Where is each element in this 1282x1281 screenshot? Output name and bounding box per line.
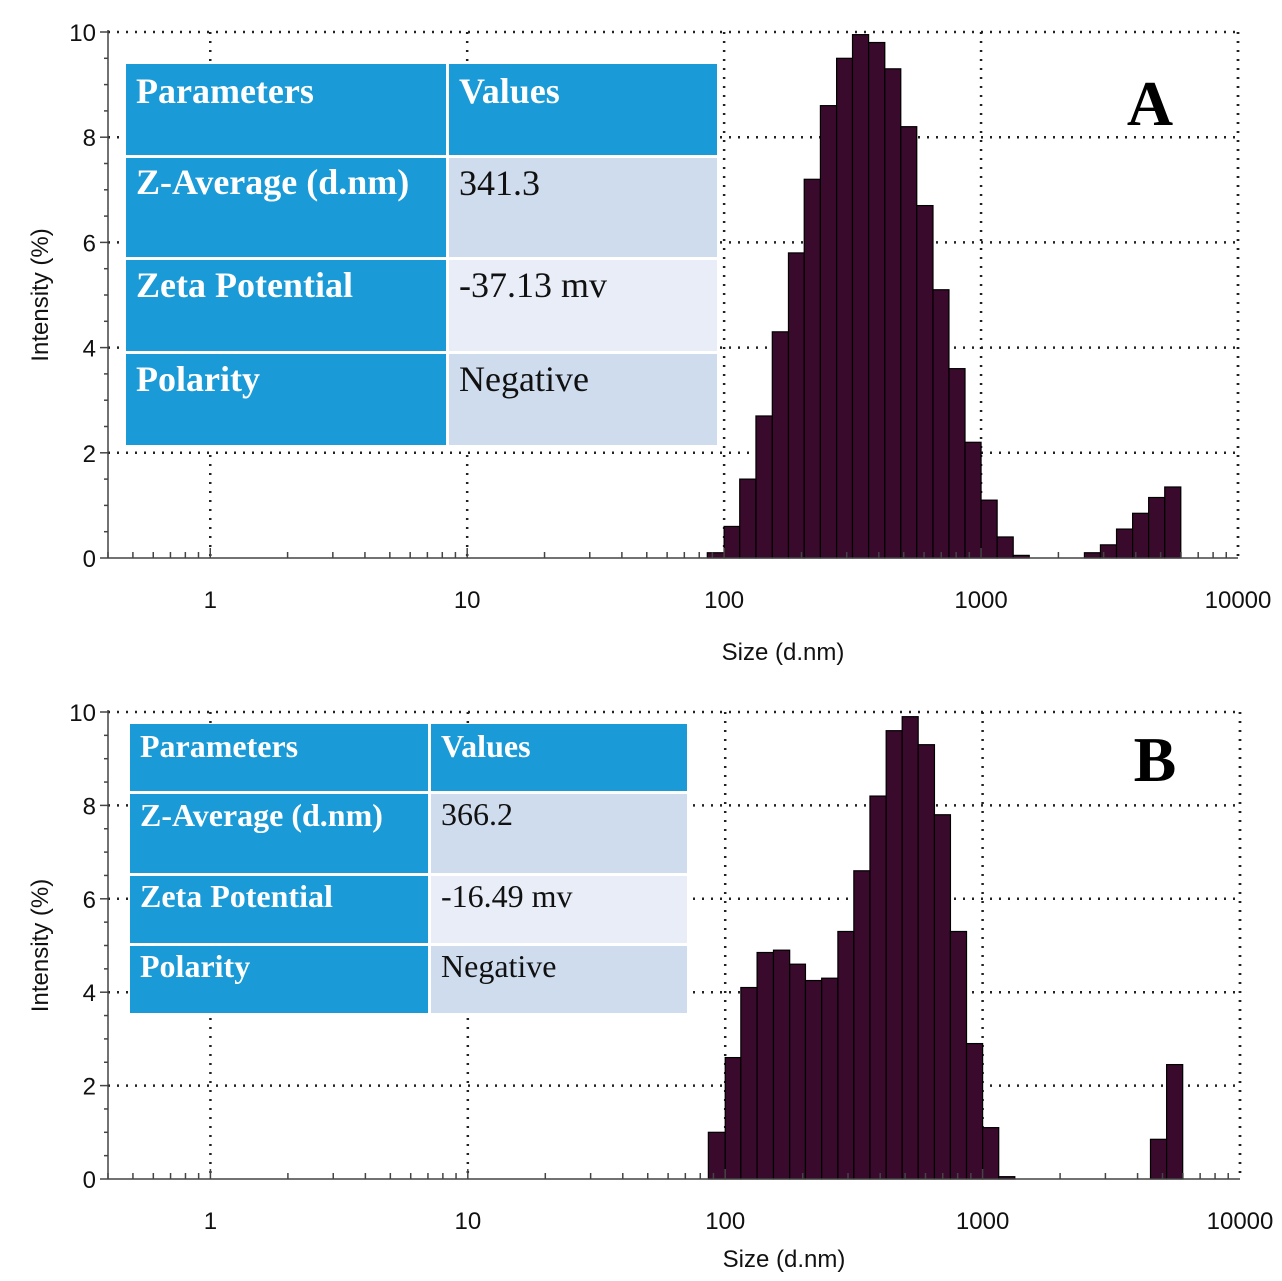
x-tick-label: 100	[704, 587, 744, 614]
histogram-bar	[1149, 1138, 1168, 1180]
table-label-z-average: Z-Average (d.nm)	[126, 158, 449, 260]
histogram-bar	[996, 536, 1014, 559]
table-header-parameters: Parameters	[130, 724, 431, 794]
panel-label: A	[1127, 68, 1173, 139]
parameters-table-b: Parameters Values Z-Average (d.nm) 366.2…	[130, 724, 690, 1016]
histogram-bar	[900, 126, 918, 559]
histogram-bar	[787, 252, 805, 559]
histogram-bar	[948, 368, 966, 559]
table-value-z-average: 366.2	[431, 794, 690, 876]
x-tick-label: 10000	[1205, 587, 1272, 614]
histogram-bar	[771, 331, 790, 559]
histogram-bar	[837, 930, 855, 1180]
y-tick-label: 2	[83, 441, 96, 468]
table-header-parameters: Parameters	[126, 64, 449, 158]
table-label-zeta-potential: Zeta Potential	[130, 876, 431, 946]
histogram-bar	[964, 441, 982, 559]
y-axis-label: Intensity (%)	[27, 879, 54, 1012]
histogram-bar	[835, 57, 854, 559]
x-tick-label: 10	[454, 587, 481, 614]
table-header-values: Values	[449, 64, 720, 158]
chart-b-svg: 1 10 100 1000 10000 0 2 4 6 8 10 Size (d.nm) Intensi…	[27, 700, 1274, 1273]
histogram-bar	[917, 744, 936, 1180]
y-axis-label: Intensity (%)	[27, 228, 54, 361]
table-value-polarity: Negative	[431, 946, 690, 1016]
table-value-zeta-potential: -16.49 mv	[431, 876, 690, 946]
histogram-bar	[707, 1131, 726, 1180]
histogram-bar	[1164, 486, 1182, 559]
y-tick-label: 10	[69, 700, 96, 727]
histogram-bar	[867, 41, 886, 559]
histogram-bar	[724, 1056, 742, 1180]
histogram-bar	[804, 979, 823, 1180]
y-tick-label: 6	[83, 887, 96, 914]
histogram-bar	[965, 1042, 984, 1180]
histogram-bar	[740, 986, 758, 1180]
histogram-bar	[933, 814, 952, 1180]
y-tick-label: 2	[83, 1074, 96, 1101]
y-tick-label: 0	[83, 546, 96, 573]
x-tick-label: 1000	[956, 1208, 1009, 1235]
chart-panel-b: 1 10 100 1000 10000 0 2 4 6 8 10 Size (d.nm) Intensi…	[0, 640, 1282, 1281]
histogram-bar	[982, 1127, 1000, 1180]
histogram-bar	[932, 289, 950, 559]
histogram-bar	[772, 949, 791, 1180]
x-axis-label: Size (d.nm)	[723, 1246, 846, 1273]
y-tick-label: 10	[69, 20, 96, 47]
table-label-z-average: Z-Average (d.nm)	[130, 794, 431, 876]
table-label-zeta-potential: Zeta Potential	[126, 260, 449, 354]
x-tick-label: 10	[454, 1208, 481, 1235]
y-tick-label: 8	[83, 793, 96, 820]
histogram-bar	[756, 951, 775, 1180]
histogram-bar	[853, 870, 871, 1180]
histogram-bar	[1115, 528, 1134, 559]
histogram-bar	[819, 105, 838, 559]
chart-a-svg: 1 10 100 1000 10000 0 2 4 6 8 10 Size (d.nm) Intensi…	[27, 20, 1272, 666]
y-tick-label: 0	[83, 1167, 96, 1194]
histogram-bar	[980, 499, 998, 559]
x-tick-label: 10000	[1207, 1208, 1274, 1235]
y-tick-label: 4	[83, 336, 96, 363]
panel-label: B	[1134, 724, 1177, 795]
histogram-bar	[869, 795, 887, 1180]
histogram-bar	[803, 178, 822, 559]
histogram-bar	[789, 963, 807, 1180]
x-tick-label: 1	[204, 587, 217, 614]
histogram-bar	[821, 977, 839, 1180]
histogram-bar	[1083, 552, 1102, 559]
x-tick-label: 1000	[954, 587, 1007, 614]
x-axis-label: Size (d.nm)	[722, 639, 845, 666]
table-label-polarity: Polarity	[130, 946, 431, 1016]
histogram-bar	[916, 204, 934, 559]
parameters-table-a: Parameters Values Z-Average (d.nm) 341.3…	[126, 64, 720, 448]
histogram-bar	[739, 478, 757, 559]
chart-panel-a: 1 10 100 1000 10000 0 2 4 6 8 10 Size (d.nm) Intensi…	[0, 0, 1282, 666]
y-tick-label: 8	[83, 125, 96, 152]
table-value-zeta-potential: -37.13 mv	[449, 260, 720, 354]
table-value-polarity: Negative	[449, 354, 720, 448]
x-tick-label: 1	[204, 1208, 217, 1235]
histogram-bar	[1099, 544, 1118, 559]
histogram-bar	[885, 730, 903, 1180]
histogram-bar	[706, 552, 725, 559]
histogram-bar	[1132, 512, 1150, 559]
table-value-z-average: 341.3	[449, 158, 720, 260]
histogram-bar	[851, 34, 870, 559]
histogram-bar	[949, 930, 968, 1180]
histogram-bar	[755, 415, 773, 559]
histogram-bar	[901, 716, 919, 1180]
histogram-bar	[1165, 1063, 1184, 1180]
histogram-bar	[1148, 496, 1166, 559]
histogram-bar	[884, 68, 902, 559]
histogram-bar	[723, 525, 741, 559]
y-tick-label: 6	[83, 230, 96, 257]
x-tick-label: 100	[705, 1208, 745, 1235]
y-tick-label: 4	[83, 980, 96, 1007]
table-header-values: Values	[431, 724, 690, 794]
table-label-polarity: Polarity	[126, 354, 449, 448]
